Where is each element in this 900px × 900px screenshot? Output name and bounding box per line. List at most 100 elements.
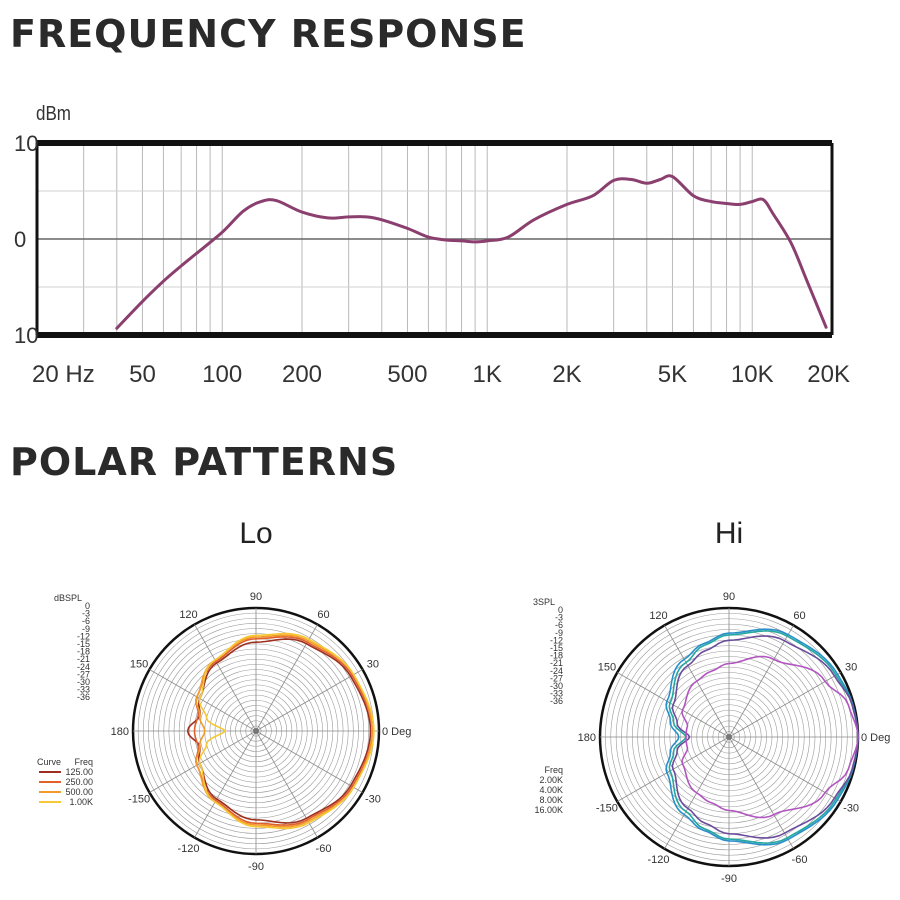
legend-curve-header: Curve xyxy=(37,757,61,767)
polar-scale-tick: 0 xyxy=(85,601,90,611)
polar-angle-label: 180 xyxy=(578,732,596,744)
polar-spoke xyxy=(728,625,794,738)
legend-freq-label: 1.00K xyxy=(69,797,93,807)
polar-series-line xyxy=(681,655,859,819)
polar-scale-tick: -9 xyxy=(555,628,563,638)
x-tick-label: 20 Hz xyxy=(32,361,95,388)
polar-spoke xyxy=(728,672,841,738)
x-tick-label: 2K xyxy=(552,361,581,388)
x-tick-label: 100 xyxy=(202,361,242,388)
polar-angle-label: 90 xyxy=(250,591,262,603)
x-tick-label: 5K xyxy=(658,361,687,388)
legend-freq-label: 500.00 xyxy=(65,787,93,797)
polar-patterns-title: POLAR PATTERNS xyxy=(10,440,399,484)
polar-scale-tick: -12 xyxy=(550,635,563,645)
polar-scale-tick: -33 xyxy=(550,689,563,699)
polar-angle-label: 150 xyxy=(130,659,148,671)
polar-scale-tick: -3 xyxy=(555,613,563,623)
legend-freq-header: Freq xyxy=(74,757,93,767)
frequency-response-title: FREQUENCY RESPONSE xyxy=(10,12,527,56)
polar-center xyxy=(726,734,732,740)
polar-angle-label: -30 xyxy=(365,794,381,806)
polar-angle-label: 60 xyxy=(793,610,805,622)
polar-scale-tick: -15 xyxy=(550,643,563,653)
polar-scale-tick: -36 xyxy=(550,696,563,706)
polar-title: Lo xyxy=(239,517,272,550)
y-tick-label: 0 xyxy=(14,227,26,252)
polar-scale-tick: -21 xyxy=(77,654,90,664)
legend-freq-label: 4.00K xyxy=(539,785,563,795)
polar-angle-label: -90 xyxy=(721,873,737,885)
polar-scale-tick: -15 xyxy=(77,639,90,649)
polar-angle-label: 30 xyxy=(845,662,857,674)
polar-angle-label: 0 Deg xyxy=(861,732,890,744)
polar-series-line xyxy=(198,632,375,830)
legend-freq-label: 125.00 xyxy=(65,767,93,777)
polar-angle-label: 120 xyxy=(649,610,667,622)
polar-scale-label: 3SPL xyxy=(533,597,555,607)
polar-angle-label: -150 xyxy=(128,794,150,806)
polar-angle-label: -150 xyxy=(596,803,618,815)
legend-freq-label: 250.00 xyxy=(65,777,93,787)
polar-angle-label: 180 xyxy=(111,726,129,738)
polar-angle-label: -60 xyxy=(792,854,808,866)
x-tick-label: 500 xyxy=(387,361,427,388)
polar-scale-tick: -27 xyxy=(550,673,563,683)
y-axis-label: dBm xyxy=(36,102,71,125)
polar-scale-tick: -18 xyxy=(550,651,563,661)
polar-spoke xyxy=(194,624,257,732)
polar-scale-tick: -12 xyxy=(77,631,90,641)
polar-series-line xyxy=(186,638,372,824)
legend-freq-label: 8.00K xyxy=(539,795,563,805)
polar-scale-tick: -27 xyxy=(77,669,90,679)
polar-scale-label: dBSPL xyxy=(54,593,82,603)
polar-angle-label: -90 xyxy=(248,861,264,873)
polar-angle-label: -30 xyxy=(843,803,859,815)
legend-freq-header: Freq xyxy=(544,765,563,775)
polar-scale-tick: -9 xyxy=(82,624,90,634)
polar-scale-tick: -24 xyxy=(77,662,90,672)
polar-angle-label: 60 xyxy=(317,609,329,621)
polar-spoke xyxy=(728,736,841,802)
polar-scale-tick: -3 xyxy=(82,609,90,619)
polar-scale-tick: -6 xyxy=(82,616,90,626)
frequency-response-line xyxy=(115,174,828,330)
polar-spoke xyxy=(728,736,794,849)
polar-spoke xyxy=(255,669,363,732)
polar-scale-tick: 0 xyxy=(558,605,563,615)
polar-angle-label: 90 xyxy=(723,591,735,603)
polar-spoke xyxy=(149,669,257,732)
polar-spoke xyxy=(194,730,257,838)
polar-angle-label: 30 xyxy=(367,659,379,671)
polar-angle-label: -60 xyxy=(316,843,332,855)
y-tick-label: 10 xyxy=(14,323,38,348)
polar-angle-label: 0 Deg xyxy=(382,726,411,738)
polar-title: Hi xyxy=(715,517,743,550)
polar-scale-tick: -24 xyxy=(550,666,563,676)
polar-spoke xyxy=(149,730,257,793)
x-tick-label: 10K xyxy=(731,361,774,388)
polar-center xyxy=(253,728,259,734)
polar-scale-tick: -30 xyxy=(550,681,563,691)
polar-angle-label: 120 xyxy=(179,609,197,621)
x-tick-label: 1K xyxy=(473,361,502,388)
polar-scale-tick: -33 xyxy=(77,685,90,695)
legend-freq-label: 16.00K xyxy=(534,805,563,815)
y-tick-label: 10 xyxy=(14,131,38,156)
polar-scale-tick: -18 xyxy=(77,647,90,657)
polar-spoke xyxy=(255,730,363,793)
polar-scale-tick: -30 xyxy=(77,677,90,687)
x-tick-label: 200 xyxy=(282,361,322,388)
polar-scale-tick: -6 xyxy=(555,620,563,630)
polar-scale-tick: -21 xyxy=(550,658,563,668)
polar-angle-label: 150 xyxy=(598,662,616,674)
legend-freq-label: 2.00K xyxy=(539,775,563,785)
x-tick-label: 20K xyxy=(807,361,850,388)
x-tick-label: 50 xyxy=(129,361,156,388)
polar-scale-tick: -36 xyxy=(77,692,90,702)
polar-angle-label: -120 xyxy=(177,843,199,855)
polar-angle-label: -120 xyxy=(647,854,669,866)
